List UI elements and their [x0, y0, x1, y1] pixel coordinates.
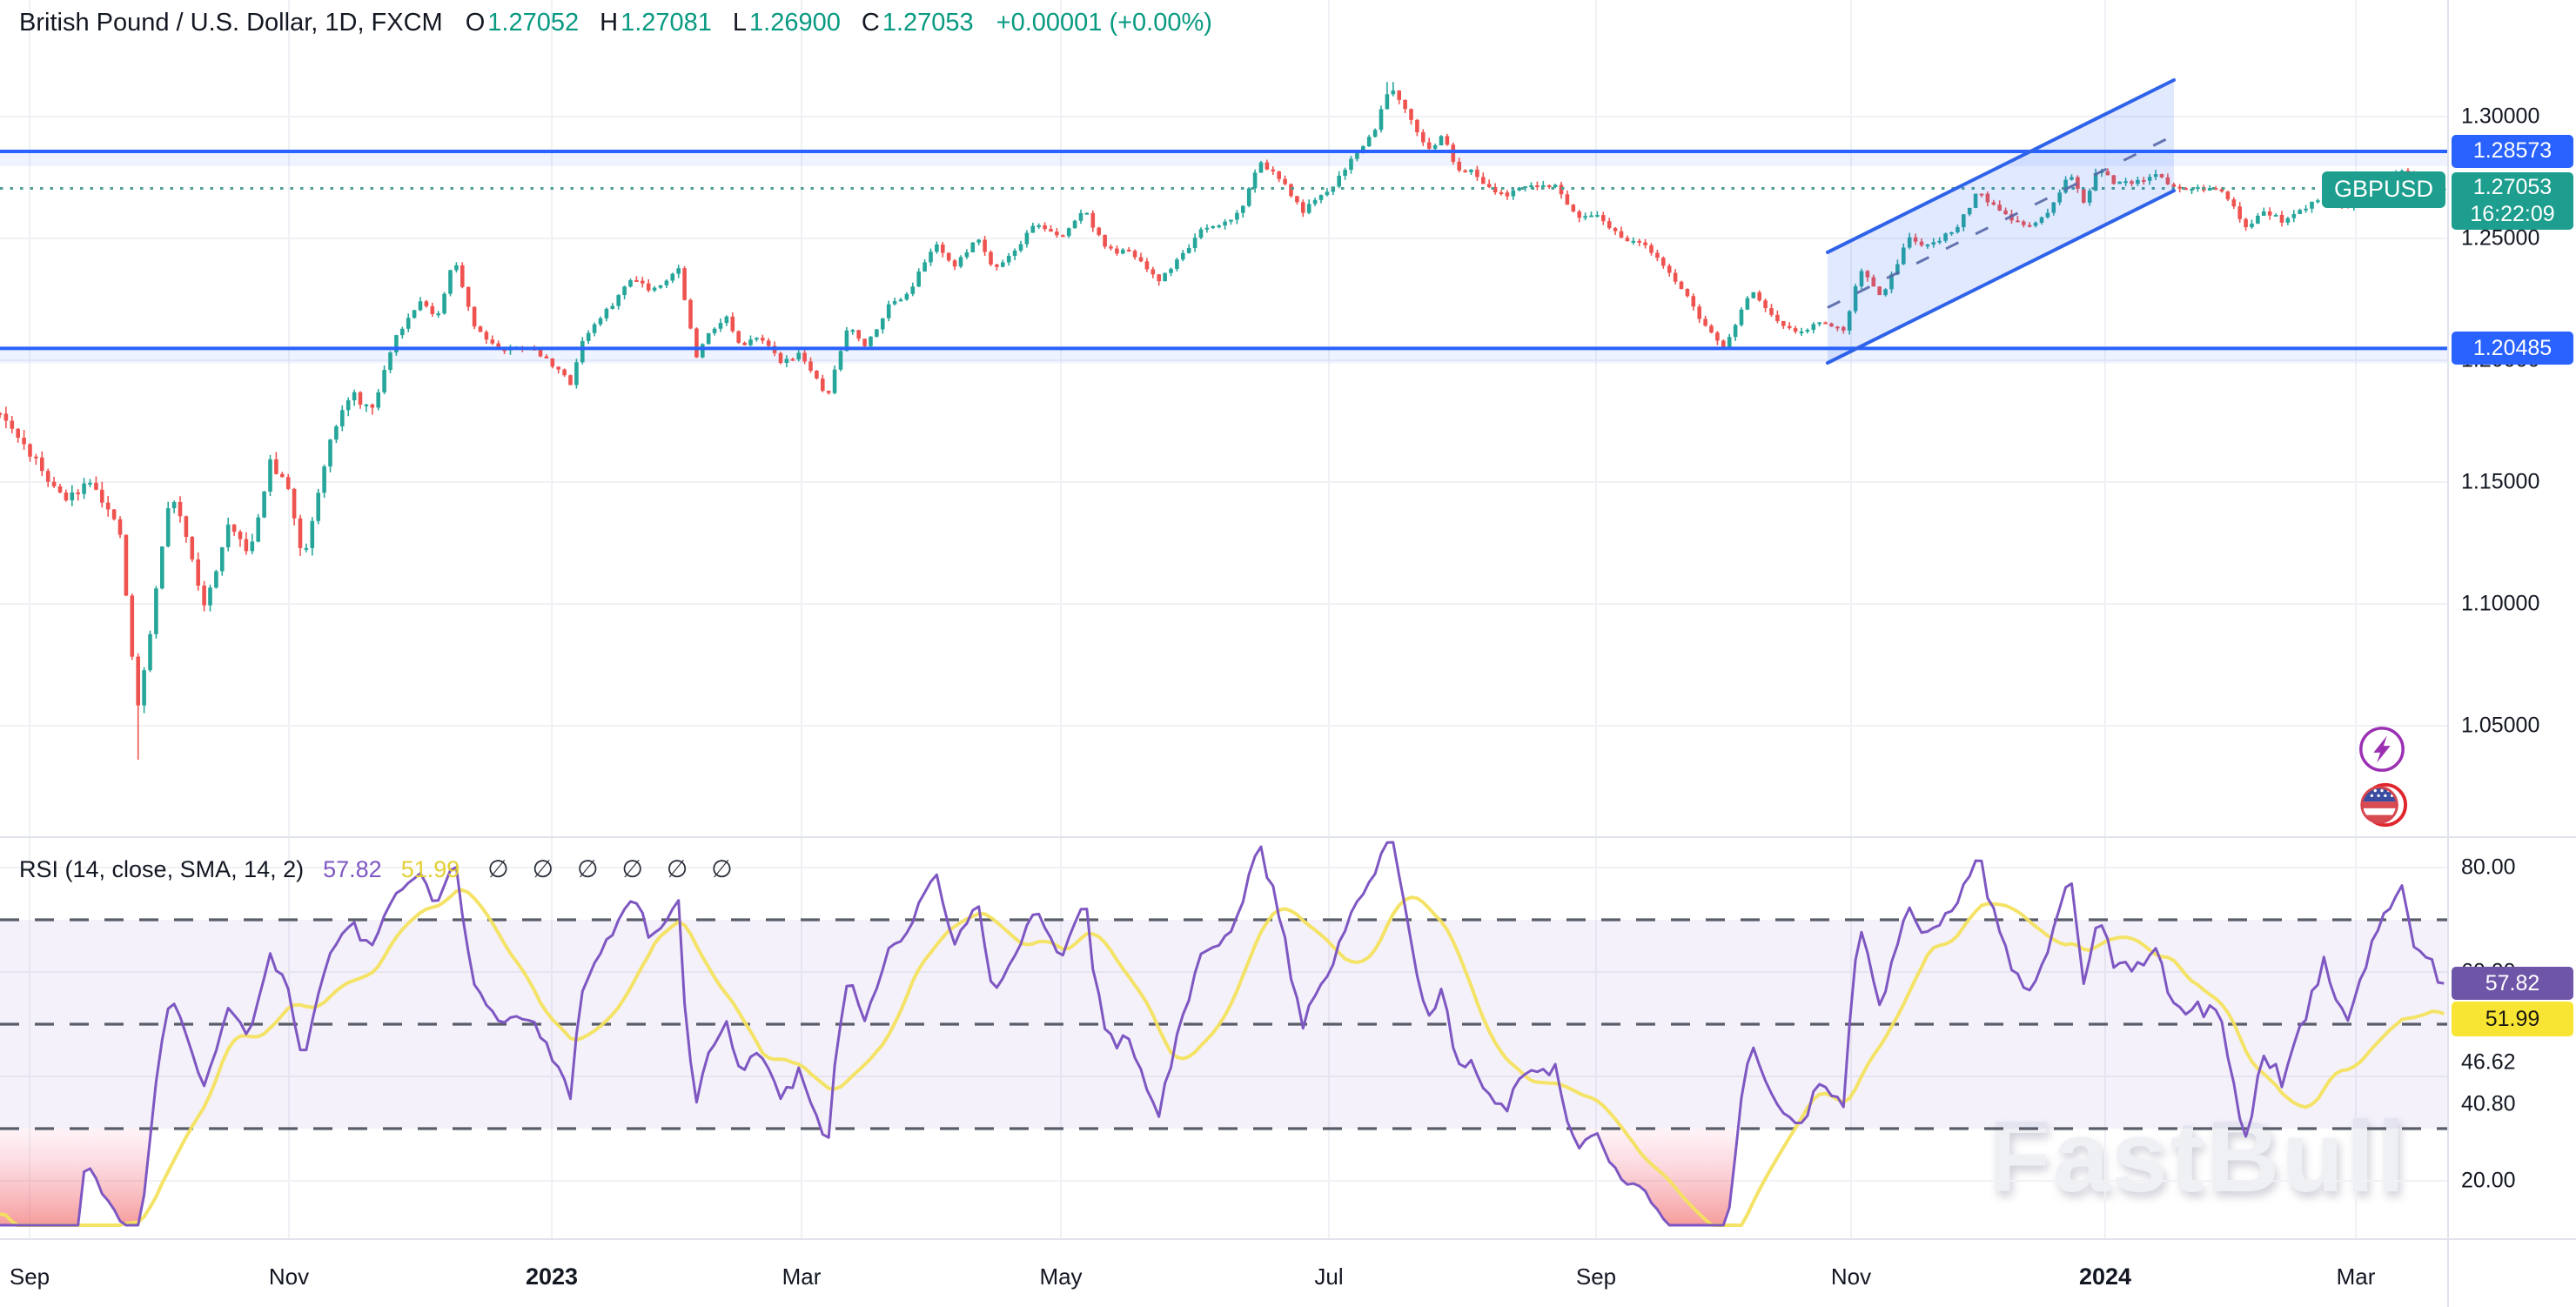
time-tick-Sep: Sep — [1575, 1263, 1617, 1290]
time-tick-2024: 2024 — [2078, 1263, 2132, 1290]
level-label-lower[interactable]: 1.20485 — [2452, 332, 2573, 365]
time-tick-Jul: Jul — [1314, 1263, 1344, 1290]
ohlc-C: C 1.27053 — [861, 9, 974, 37]
change-value: +0.00001 (+0.00%) — [996, 9, 1212, 37]
time-tick-Nov: Nov — [268, 1263, 310, 1290]
ohlc-L: L 1.26900 — [732, 9, 841, 37]
rsi-tick-80.00: 80.00 — [2461, 855, 2516, 880]
rsi-tick-20.00: 20.00 — [2461, 1168, 2516, 1193]
symbol-title: British Pound / U.S. Dollar, 1D, FXCM — [19, 9, 443, 37]
ohlc-H: H 1.27081 — [600, 9, 712, 37]
rsi-null-icon: ∅ — [711, 855, 733, 882]
rsi-title-row: RSI (14, close, SMA, 14, 2) 57.82 51.99 … — [19, 855, 733, 883]
last-price-value: 1.27053 — [2472, 174, 2553, 199]
lightning-badge-icon[interactable] — [2357, 724, 2407, 774]
fastbull-watermark: FastBull — [1989, 1100, 2408, 1213]
rsi-null-icon: ∅ — [487, 855, 509, 882]
price-tick-1.10000: 1.10000 — [2461, 591, 2540, 616]
countdown-timer: 16:22:09 — [2470, 201, 2555, 226]
price-tick-1.30000: 1.30000 — [2461, 104, 2540, 129]
symbol-tag: GBPUSD — [2322, 171, 2445, 208]
time-tick-Mar: Mar — [782, 1263, 822, 1290]
price-tick-1.25000: 1.25000 — [2461, 225, 2540, 251]
last-price-label: 1.27053 16:22:09 — [2452, 171, 2573, 230]
rsi-value: 57.82 — [323, 856, 382, 882]
rsi-null-values: ∅ ∅ ∅ ∅ ∅ ∅ — [487, 855, 732, 883]
rsi-tick-46.62: 46.62 — [2461, 1049, 2516, 1075]
rsi-title: RSI (14, close, SMA, 14, 2) — [19, 856, 305, 882]
time-tick-Nov: Nov — [1830, 1263, 1872, 1290]
rsi-value-label: 57.82 — [2452, 967, 2573, 1001]
price-tick-1.15000: 1.15000 — [2461, 469, 2540, 494]
rsi-null-icon: ∅ — [621, 855, 643, 882]
price-tick-1.05000: 1.05000 — [2461, 713, 2540, 738]
rsi-sma-value: 51.99 — [400, 856, 460, 882]
ohlc-O: O 1.27052 — [465, 9, 580, 37]
rsi-null-icon: ∅ — [532, 855, 554, 882]
ohlc-values: O 1.27052 H 1.27081 L 1.26900 C 1.27053 — [466, 9, 974, 37]
time-tick-Mar: Mar — [2336, 1263, 2376, 1290]
rsi-tick-40.80: 40.80 — [2461, 1091, 2516, 1116]
time-tick-2023: 2023 — [525, 1263, 579, 1290]
us-flag-badge-icon[interactable] — [2357, 780, 2407, 830]
time-tick-May: May — [1039, 1263, 1083, 1290]
rsi-sma-value-label: 51.99 — [2452, 1002, 2573, 1037]
rsi-null-icon: ∅ — [577, 855, 599, 882]
level-label-upper[interactable]: 1.28573 — [2452, 134, 2573, 168]
rsi-null-icon: ∅ — [666, 855, 688, 882]
time-tick-Sep: Sep — [9, 1263, 50, 1290]
